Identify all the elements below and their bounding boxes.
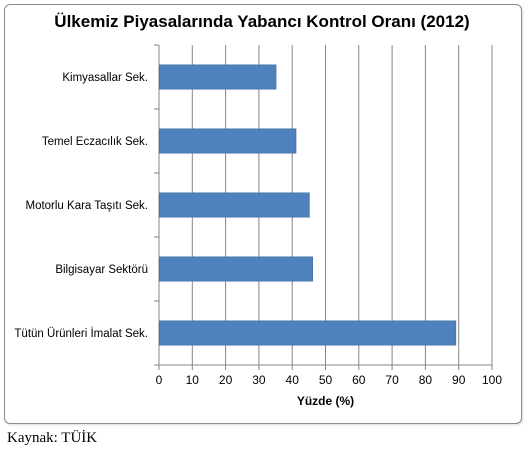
x-tick-label: 70 bbox=[385, 373, 399, 387]
category-label: Temel Eczacılık Sek. bbox=[42, 136, 148, 148]
category-label: Kimyasallar Sek. bbox=[62, 72, 148, 84]
x-tick-label: 10 bbox=[186, 373, 200, 387]
category-label: Bilgisayar Sektörü bbox=[55, 264, 148, 276]
x-tick-label: 80 bbox=[419, 373, 433, 387]
bar bbox=[159, 256, 313, 282]
x-tick-label: 50 bbox=[319, 373, 333, 387]
category-label: Motorlu Kara Taşıtı Sek. bbox=[25, 200, 148, 212]
bar bbox=[159, 192, 310, 218]
x-tick-label: 100 bbox=[482, 373, 502, 387]
x-tick-label: 30 bbox=[252, 373, 266, 387]
bar bbox=[159, 128, 297, 154]
chart-title: Ülkemiz Piyasalarında Yabancı Kontrol Or… bbox=[54, 12, 470, 31]
x-tick-label: 90 bbox=[452, 373, 466, 387]
x-axis-title: Yüzde (%) bbox=[297, 394, 354, 408]
source-note: Kaynak: TÜİK bbox=[7, 430, 98, 446]
bar bbox=[159, 320, 457, 346]
x-tick-label: 40 bbox=[286, 373, 300, 387]
x-tick-label: 0 bbox=[156, 373, 163, 387]
bar bbox=[159, 64, 277, 90]
x-tick-label: 20 bbox=[219, 373, 233, 387]
category-label: Tütün Ürünleri İmalat Sek. bbox=[14, 327, 148, 340]
x-tick-label: 60 bbox=[352, 373, 366, 387]
